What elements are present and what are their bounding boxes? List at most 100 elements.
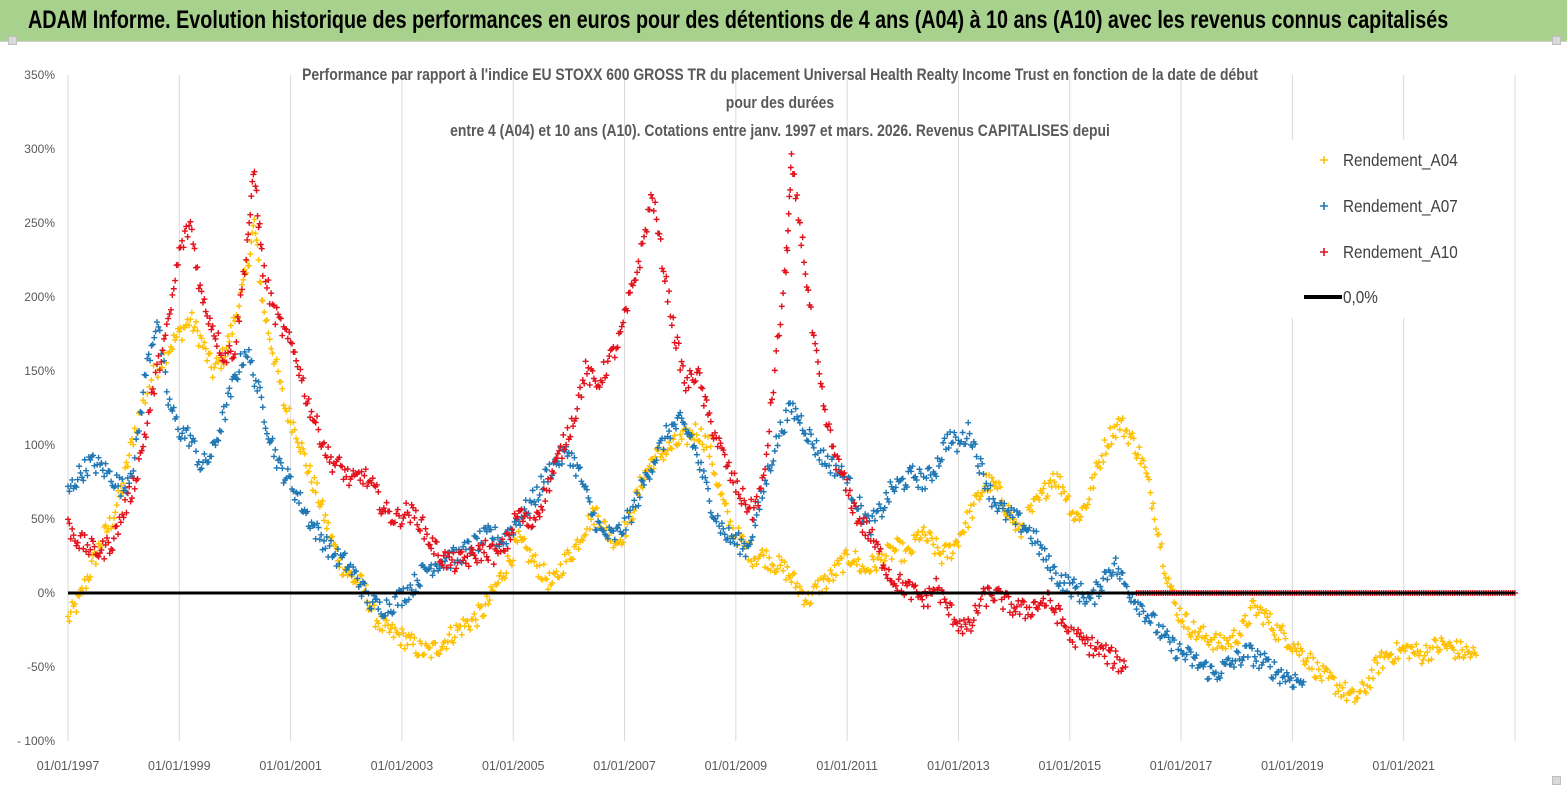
data-point xyxy=(1104,576,1111,583)
data-point xyxy=(934,544,941,551)
data-point xyxy=(834,453,841,460)
data-point xyxy=(695,365,702,372)
data-point xyxy=(887,478,894,485)
data-point xyxy=(557,443,564,450)
data-point xyxy=(1253,612,1260,619)
data-point xyxy=(251,383,258,390)
data-point xyxy=(581,380,588,387)
data-point xyxy=(757,551,764,558)
data-point xyxy=(778,303,785,310)
data-point xyxy=(659,265,666,272)
data-point xyxy=(620,319,627,326)
data-point xyxy=(1154,629,1161,636)
data-point xyxy=(1175,646,1182,653)
data-point xyxy=(458,548,465,555)
data-point xyxy=(799,427,806,434)
data-point xyxy=(186,443,193,449)
data-point xyxy=(1132,450,1139,457)
resize-handle-bottom-right[interactable] xyxy=(1552,776,1561,785)
data-point xyxy=(1001,500,1008,507)
data-point xyxy=(134,475,141,482)
data-point xyxy=(1057,606,1064,613)
data-point xyxy=(410,504,417,511)
data-point xyxy=(301,393,308,400)
data-point xyxy=(842,547,849,554)
data-point xyxy=(775,432,782,439)
data-point xyxy=(1190,618,1197,625)
data-point xyxy=(532,516,539,523)
data-point xyxy=(802,271,809,278)
data-point xyxy=(543,466,550,473)
data-point xyxy=(1008,601,1015,608)
data-point xyxy=(787,164,794,171)
data-point xyxy=(446,553,453,560)
data-point xyxy=(1258,606,1265,613)
data-point xyxy=(999,606,1006,613)
data-point xyxy=(1200,663,1207,670)
data-point xyxy=(464,617,471,624)
data-point xyxy=(1200,623,1207,630)
data-point xyxy=(1052,570,1059,577)
y-tick-label: 100% xyxy=(24,438,55,452)
data-point xyxy=(926,464,933,471)
data-point xyxy=(120,514,127,521)
data-point xyxy=(899,539,906,546)
data-point xyxy=(1097,583,1104,590)
data-point xyxy=(1260,621,1267,628)
data-point xyxy=(193,448,200,455)
data-point xyxy=(453,565,460,572)
data-point xyxy=(1084,636,1091,643)
data-point xyxy=(877,556,884,563)
data-point xyxy=(1176,640,1183,647)
data-point xyxy=(454,627,461,634)
data-point xyxy=(447,624,454,631)
resize-handle-top-left[interactable] xyxy=(8,36,17,45)
data-point xyxy=(1108,572,1115,579)
data-point xyxy=(624,521,631,528)
data-point xyxy=(838,555,845,562)
data-point xyxy=(1452,655,1459,662)
data-point xyxy=(1009,612,1016,619)
data-point xyxy=(1196,628,1203,635)
data-point xyxy=(696,369,703,376)
data-point xyxy=(1342,679,1349,686)
data-point xyxy=(716,435,723,442)
data-point xyxy=(472,555,479,562)
data-point xyxy=(1244,653,1251,660)
resize-handle-top-right[interactable] xyxy=(1552,36,1561,45)
data-point xyxy=(184,424,191,431)
data-point xyxy=(635,502,642,509)
data-point xyxy=(256,220,263,227)
data-point xyxy=(65,613,71,620)
data-point xyxy=(926,585,933,592)
data-point xyxy=(398,625,405,632)
data-point xyxy=(447,562,454,569)
data-point xyxy=(577,464,584,471)
data-point xyxy=(1193,636,1200,643)
data-point xyxy=(620,530,627,537)
data-point xyxy=(67,609,74,616)
data-point xyxy=(386,601,393,608)
data-point xyxy=(254,212,261,219)
data-point xyxy=(1116,656,1123,663)
data-point xyxy=(244,236,251,243)
data-point xyxy=(319,546,326,553)
data-point xyxy=(73,608,80,615)
data-point xyxy=(739,485,746,492)
data-point xyxy=(821,406,828,413)
data-point xyxy=(197,282,204,289)
data-point xyxy=(869,513,876,520)
data-point xyxy=(883,489,890,496)
data-point xyxy=(1161,570,1168,577)
data-point xyxy=(191,438,198,445)
data-point xyxy=(1087,642,1094,649)
data-point xyxy=(718,490,725,497)
data-point xyxy=(1182,656,1189,663)
data-point xyxy=(1091,471,1098,478)
data-point xyxy=(69,525,76,532)
data-point xyxy=(572,415,579,422)
data-point xyxy=(325,519,332,526)
data-point xyxy=(531,558,538,565)
data-point xyxy=(1378,648,1385,655)
data-point xyxy=(660,446,667,453)
